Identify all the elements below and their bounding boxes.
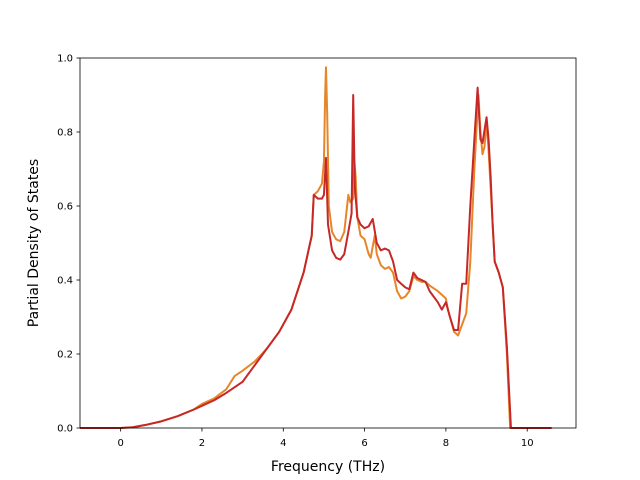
x-tick-label: 4 (280, 438, 286, 449)
y-tick-label: 0.0 (57, 424, 73, 435)
y-tick-label: 0.8 (57, 128, 73, 139)
y-axis-title: Partial Density of States (26, 159, 42, 327)
series-layer (80, 66, 552, 429)
x-tick-label: 6 (361, 438, 367, 449)
x-tick-label: 0 (117, 438, 123, 449)
plot-frame (79, 57, 577, 429)
x-axis-title: Frequency (THz) (271, 459, 385, 475)
y-tick-label: 0.4 (57, 276, 73, 287)
x-tick-label: 8 (443, 438, 449, 449)
y-axis-ticks: 0.0 0.2 0.4 0.6 0.8 1.0 (57, 54, 80, 435)
y-tick-label: 0.2 (57, 350, 73, 361)
y-tick-label: 1.0 (57, 54, 73, 65)
x-tick-label: 2 (199, 438, 205, 449)
x-tick-label: 10 (521, 438, 534, 449)
y-tick-label: 0.6 (57, 202, 73, 213)
series-line-2 (80, 86, 552, 429)
x-axis-ticks: 0 2 4 6 8 10 (117, 428, 534, 449)
